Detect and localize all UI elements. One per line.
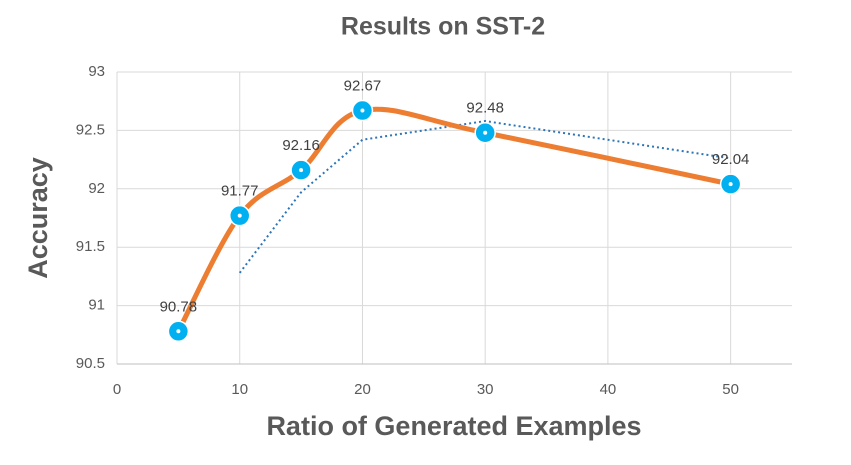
marker-dot [728, 182, 733, 187]
data-label: 90.78 [160, 298, 198, 315]
x-tick-label: 50 [722, 381, 739, 398]
data-label: 92.67 [344, 78, 382, 95]
marker-dot [237, 213, 242, 218]
y-tick-label: 91 [88, 297, 105, 314]
y-axis-label: Accuracy [23, 157, 53, 279]
y-tick-label: 90.5 [76, 355, 105, 372]
x-tick-label: 30 [477, 381, 494, 398]
marker-dot [176, 329, 181, 334]
marker-dot [483, 130, 488, 135]
marker-dot [360, 108, 365, 113]
y-tick-label: 91.5 [76, 238, 105, 255]
marker-dot [299, 168, 304, 173]
x-tick-label: 10 [231, 381, 248, 398]
x-tick-label: 40 [600, 381, 617, 398]
y-tick-label: 93 [88, 63, 105, 80]
x-axis-label: Ratio of Generated Examples [266, 411, 641, 441]
x-tick-label: 0 [113, 381, 121, 398]
y-tick-label: 92 [88, 180, 105, 197]
y-tick-label: 92.5 [76, 121, 105, 138]
chart-title: Results on SST-2 [341, 13, 545, 41]
line [175, 106, 734, 334]
x-tick-label: 20 [354, 381, 371, 398]
data-label: 92.16 [282, 137, 320, 154]
data-label: 92.48 [466, 100, 504, 117]
data-label: 91.77 [221, 183, 259, 200]
data-label: 92.04 [712, 151, 750, 168]
